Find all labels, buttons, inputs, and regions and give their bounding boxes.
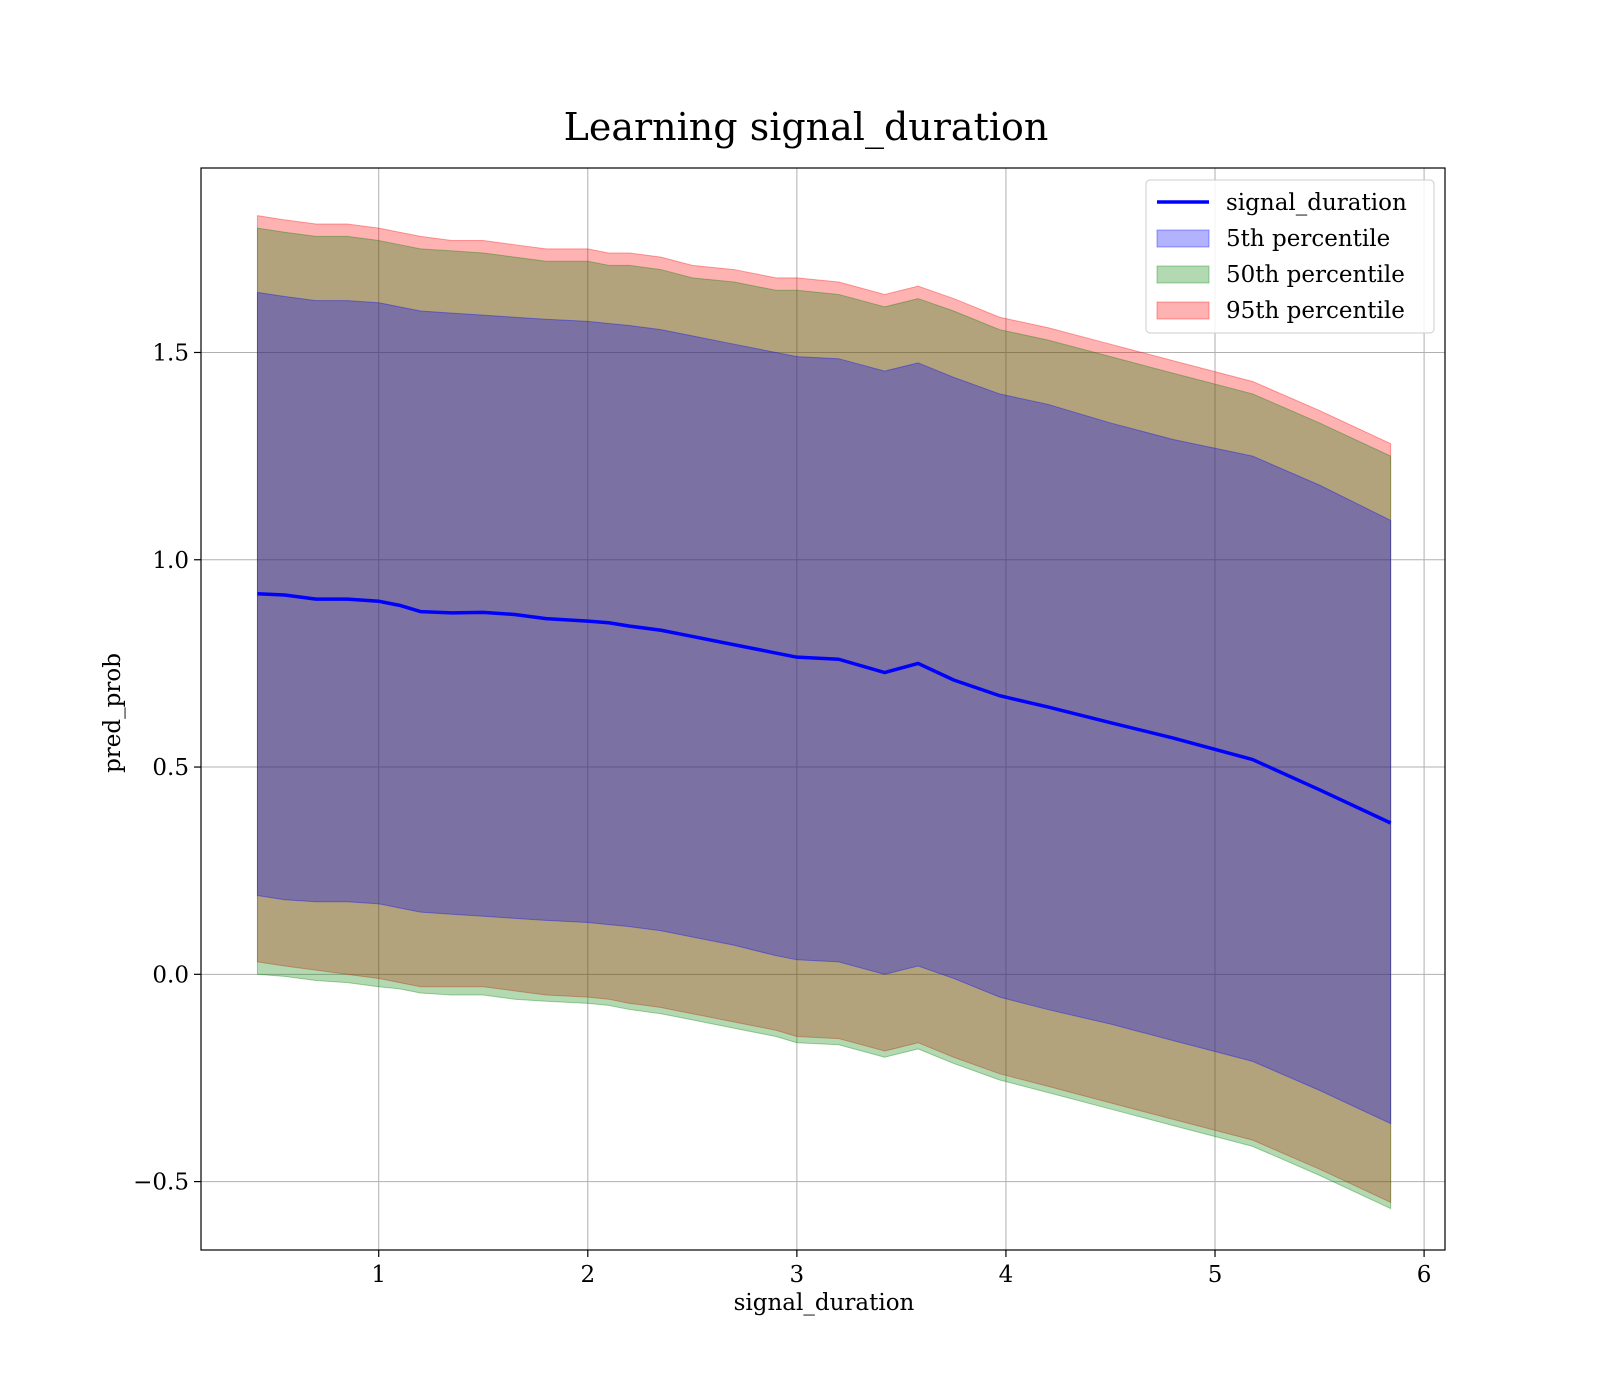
band-50th-percentile bbox=[256, 227, 1392, 1210]
band-95th-percentile bbox=[256, 215, 1392, 1204]
x-tick-label: 1 bbox=[371, 1262, 386, 1288]
chart-title: Learning signal_duration bbox=[564, 105, 1049, 150]
y-tick-label: 0.5 bbox=[152, 755, 189, 781]
legend-swatch-50th-percentile bbox=[1156, 265, 1210, 284]
x-tick-label: 2 bbox=[580, 1262, 595, 1288]
legend: signal_duration 5th percentile 50th percen… bbox=[1145, 179, 1435, 334]
x-tick-label: 5 bbox=[1208, 1262, 1223, 1288]
plot-area: 1 2 3 4 5 6 −0.5 0.0 0.5 1.0 1.5 bbox=[133, 167, 1446, 1288]
legend-box bbox=[1145, 179, 1435, 334]
y-axis-label: pred_prob bbox=[100, 653, 126, 773]
legend-swatch-5th-percentile bbox=[1156, 229, 1210, 248]
legend-label-50th-percentile: 50th percentile bbox=[1226, 262, 1405, 288]
legend-swatch-95th-percentile bbox=[1156, 301, 1210, 320]
y-tick-label: 1.5 bbox=[152, 340, 189, 366]
x-tick-label: 6 bbox=[1417, 1262, 1432, 1288]
axes-background bbox=[201, 168, 1445, 1250]
x-axis-label: signal_duration bbox=[734, 1290, 915, 1316]
x-tick-label: 4 bbox=[999, 1262, 1014, 1288]
y-tick-label: −0.5 bbox=[133, 1170, 189, 1196]
axes-frame bbox=[200, 167, 1446, 1251]
legend-label-5th-percentile: 5th percentile bbox=[1226, 226, 1390, 252]
legend-label-95th-percentile: 95th percentile bbox=[1226, 298, 1405, 324]
series-line-signal-duration bbox=[257, 592, 1392, 825]
band-5th-percentile bbox=[256, 291, 1392, 1125]
x-tick-label: 3 bbox=[790, 1262, 805, 1288]
y-tick-label: 1.0 bbox=[152, 548, 189, 574]
y-tick-label: 0.0 bbox=[152, 962, 189, 988]
legend-label-signal-duration: signal_duration bbox=[1226, 190, 1407, 216]
